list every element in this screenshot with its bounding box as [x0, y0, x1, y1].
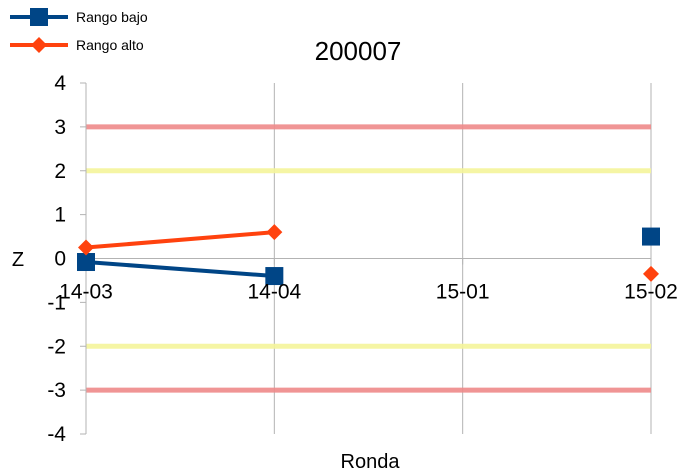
series-rango-alto — [78, 224, 659, 282]
data-point-14-04 — [266, 224, 283, 241]
legend-item-2: Rango alto — [10, 37, 144, 53]
legend-label: Rango bajo — [76, 9, 148, 25]
data-point-14-04 — [265, 267, 284, 286]
series-rango-bajo — [77, 227, 660, 286]
axes — [80, 82, 652, 435]
x-tick-label: 15-02 — [624, 281, 678, 304]
x-tick-label: 15-01 — [436, 281, 490, 304]
legend-item-1: Rango bajo — [10, 8, 148, 26]
y-tick-label: -3 — [47, 379, 66, 402]
y-tick-label: 4 — [54, 72, 66, 95]
legend-label: Rango alto — [76, 37, 144, 53]
series-line-segment — [85, 260, 275, 279]
data-point-15-02 — [643, 265, 659, 282]
series-line-segment — [85, 230, 275, 250]
legend-marker — [30, 8, 48, 26]
series-layer — [77, 224, 660, 286]
chart-title: 200007 — [315, 36, 402, 66]
x-tick-label: 14-03 — [59, 281, 113, 304]
data-point-14-03 — [77, 253, 95, 272]
y-tick-label: 1 — [54, 204, 66, 227]
data-point-15-02 — [642, 227, 660, 246]
y-axis-label: Z — [12, 249, 24, 271]
y-tick-label: -4 — [47, 423, 66, 446]
tick-labels: 4 3 2 1 0 -1 -2 -3 -4 14-03 14-04 15-01 15-02 — [47, 72, 678, 446]
x-axis-label: Ronda — [341, 451, 401, 473]
y-tick-label: -2 — [47, 335, 66, 358]
y-tick-label: 0 — [54, 248, 66, 271]
y-tick-label: 2 — [54, 160, 66, 183]
reference-lines — [86, 124, 651, 393]
y-tick-label: 3 — [54, 116, 66, 139]
y-tick-label: -1 — [47, 291, 66, 314]
legend: Rango bajo Rango alto — [10, 8, 148, 53]
legend-marker — [31, 37, 47, 53]
data-point-14-03 — [78, 239, 94, 256]
x-tick-label: 14-04 — [247, 281, 301, 304]
